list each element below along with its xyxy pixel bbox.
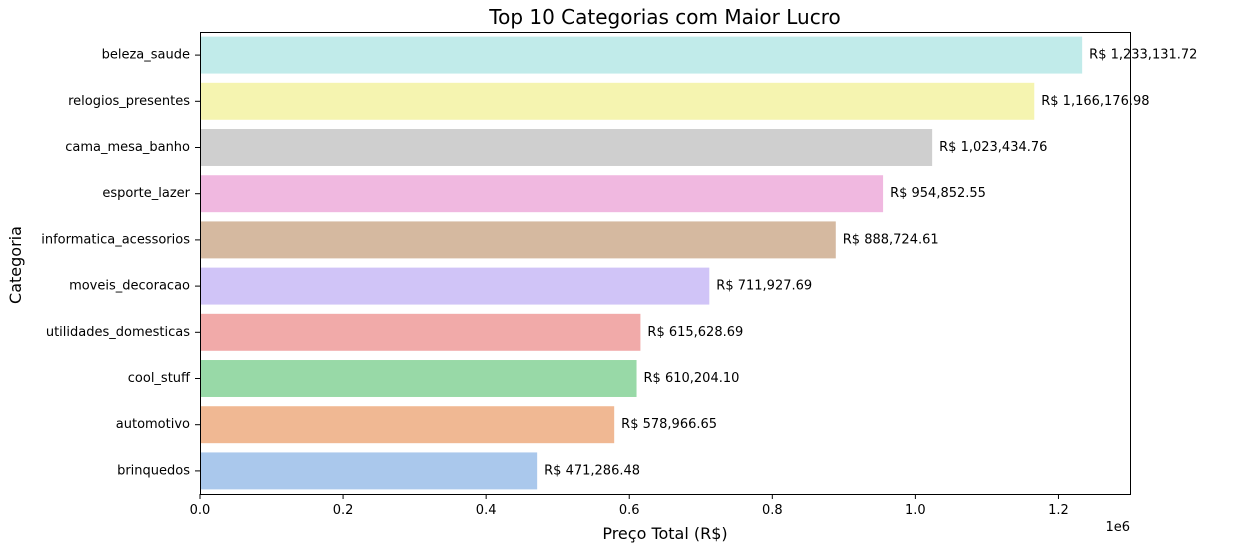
y-axis-ticks: beleza_saude relogios_presentes cama_mesa_…	[41, 48, 200, 478]
x-tick-label-3: 0.6	[619, 503, 640, 518]
x-tick-label-2: 0.4	[476, 503, 497, 518]
x-tick-label-6: 1.2	[1048, 503, 1069, 518]
data-label-automotivo: R$ 578,966.65	[621, 417, 717, 432]
y-tick-label-relogios_presentes: relogios_presentes	[68, 94, 190, 109]
bar-moveis_decoracao	[200, 267, 710, 305]
data-label-informatica_acessorios: R$ 888,724.61	[843, 232, 939, 247]
data-label-utilidades_domesticas: R$ 615,628.69	[647, 325, 743, 340]
y-tick-label-moveis_decoracao: moveis_decoracao	[69, 279, 190, 294]
y-axis-title: Categoria	[6, 226, 25, 304]
data-label-esporte_lazer: R$ 954,852.55	[890, 186, 986, 201]
data-label-cool_stuff: R$ 610,204.10	[644, 371, 740, 386]
data-label-relogios_presentes: R$ 1,166,176.98	[1041, 94, 1149, 109]
bar-relogios_presentes	[200, 82, 1035, 120]
y-tick-label-automotivo: automotivo	[116, 417, 190, 432]
bar-beleza_saude	[200, 36, 1083, 74]
y-tick-label-esporte_lazer: esporte_lazer	[102, 186, 190, 201]
x-tick-label-1: 0.2	[333, 503, 354, 518]
y-tick-label-cool_stuff: cool_stuff	[128, 371, 191, 386]
data-label-cama_mesa_banho: R$ 1,023,434.76	[939, 140, 1047, 155]
data-label-beleza_saude: R$ 1,233,131.72	[1089, 48, 1197, 63]
bar-automotivo	[200, 406, 615, 444]
x-axis-offset-label: 1e6	[1105, 520, 1130, 535]
data-label-moveis_decoracao: R$ 711,927.69	[716, 279, 812, 294]
x-axis-title: Preço Total (R$)	[602, 524, 727, 543]
bar-utilidades_domesticas	[200, 313, 641, 351]
x-tick-label-5: 1.0	[905, 503, 926, 518]
plot-area-frame	[200, 32, 1131, 495]
data-label-brinquedos: R$ 471,286.48	[544, 463, 640, 478]
x-tick-label-4: 0.8	[762, 503, 783, 518]
bar-cama_mesa_banho	[200, 129, 933, 166]
y-tick-label-cama_mesa_banho: cama_mesa_banho	[65, 140, 190, 155]
x-axis-ticks: 0.0 0.2 0.4 0.6 0.8 1.0 1.2	[190, 494, 1069, 518]
chart-title: Top 10 Categorias com Maior Lucro	[488, 5, 840, 29]
bars-group: R$ 1,233,131.72 R$ 1,166,176.98 R$ 1,023,4…	[200, 36, 1197, 490]
bar-esporte_lazer	[200, 175, 884, 213]
y-tick-label-informatica_acessorios: informatica_acessorios	[41, 232, 190, 247]
y-tick-label-utilidades_domesticas: utilidades_domesticas	[46, 325, 190, 340]
y-tick-label-brinquedos: brinquedos	[117, 463, 190, 478]
bar-cool_stuff	[200, 360, 637, 397]
x-tick-label-0: 0.0	[190, 503, 211, 518]
bar-brinquedos	[200, 452, 538, 490]
bar-informatica_acessorios	[200, 221, 836, 259]
y-tick-label-beleza_saude: beleza_saude	[102, 48, 190, 63]
